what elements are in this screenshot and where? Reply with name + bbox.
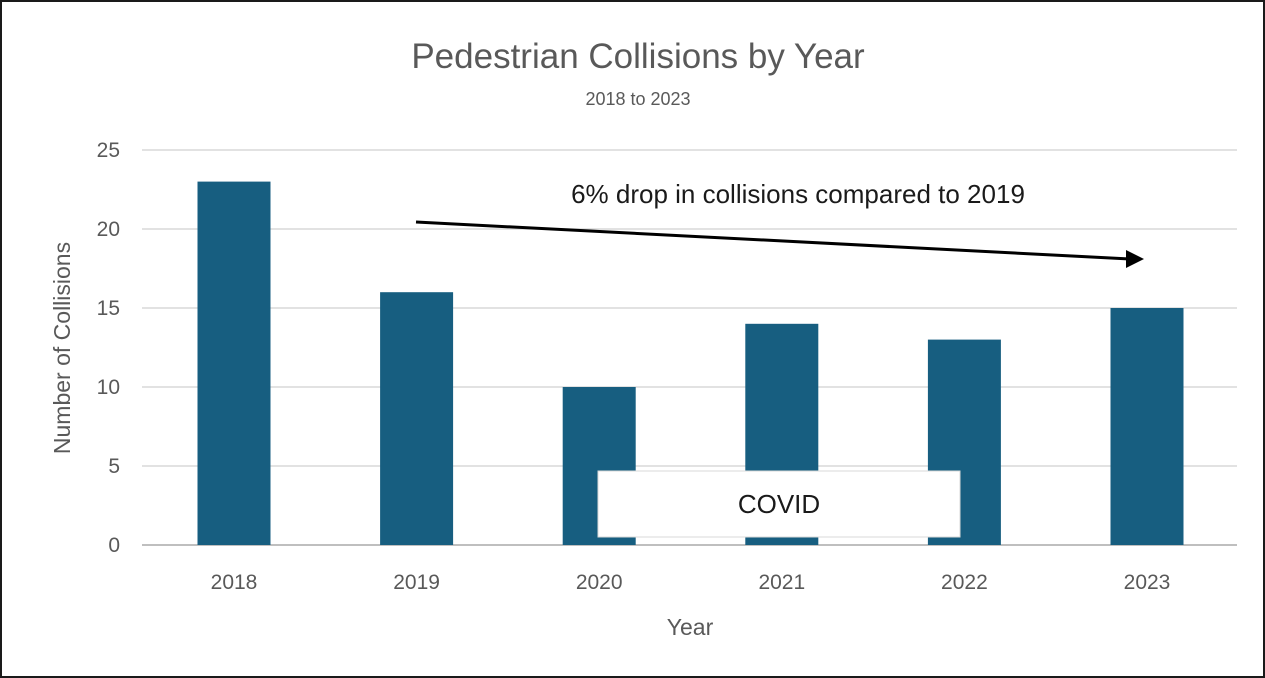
y-axis-title: Number of Collisions xyxy=(49,242,75,454)
trend-annotation: 6% drop in collisions compared to 2019 xyxy=(571,179,1025,209)
covid-label-box xyxy=(597,470,961,538)
y-tick-label: 25 xyxy=(97,139,120,162)
x-axis-ticks: 2018 2019 2020 2021 2022 2023 xyxy=(211,571,1171,594)
gridlines xyxy=(142,149,1237,546)
y-axis-ticks: 0 5 10 15 20 25 xyxy=(97,139,120,557)
y-tick-label: 0 xyxy=(108,534,120,557)
bar-2018 xyxy=(197,181,271,545)
x-tick-label: 2023 xyxy=(1124,571,1171,594)
chart-subtitle: 2018 to 2023 xyxy=(585,89,690,109)
x-tick-label: 2020 xyxy=(576,571,623,594)
x-tick-label: 2019 xyxy=(393,571,440,594)
chart-title: Pedestrian Collisions by Year xyxy=(411,37,865,76)
y-tick-label: 5 xyxy=(108,455,120,478)
covid-label: COVID xyxy=(738,489,820,519)
bar-2023 xyxy=(1110,308,1184,545)
y-tick-label: 20 xyxy=(97,218,120,241)
x-tick-label: 2018 xyxy=(211,571,258,594)
y-tick-label: 10 xyxy=(97,376,120,399)
bar-2019 xyxy=(380,292,454,545)
trend-arrow-line xyxy=(415,220,1131,261)
x-tick-label: 2022 xyxy=(941,571,988,594)
x-axis-title: Year xyxy=(667,614,714,640)
y-tick-label: 15 xyxy=(97,297,120,320)
trend-arrow-head xyxy=(1126,250,1144,268)
x-tick-label: 2021 xyxy=(758,571,805,594)
